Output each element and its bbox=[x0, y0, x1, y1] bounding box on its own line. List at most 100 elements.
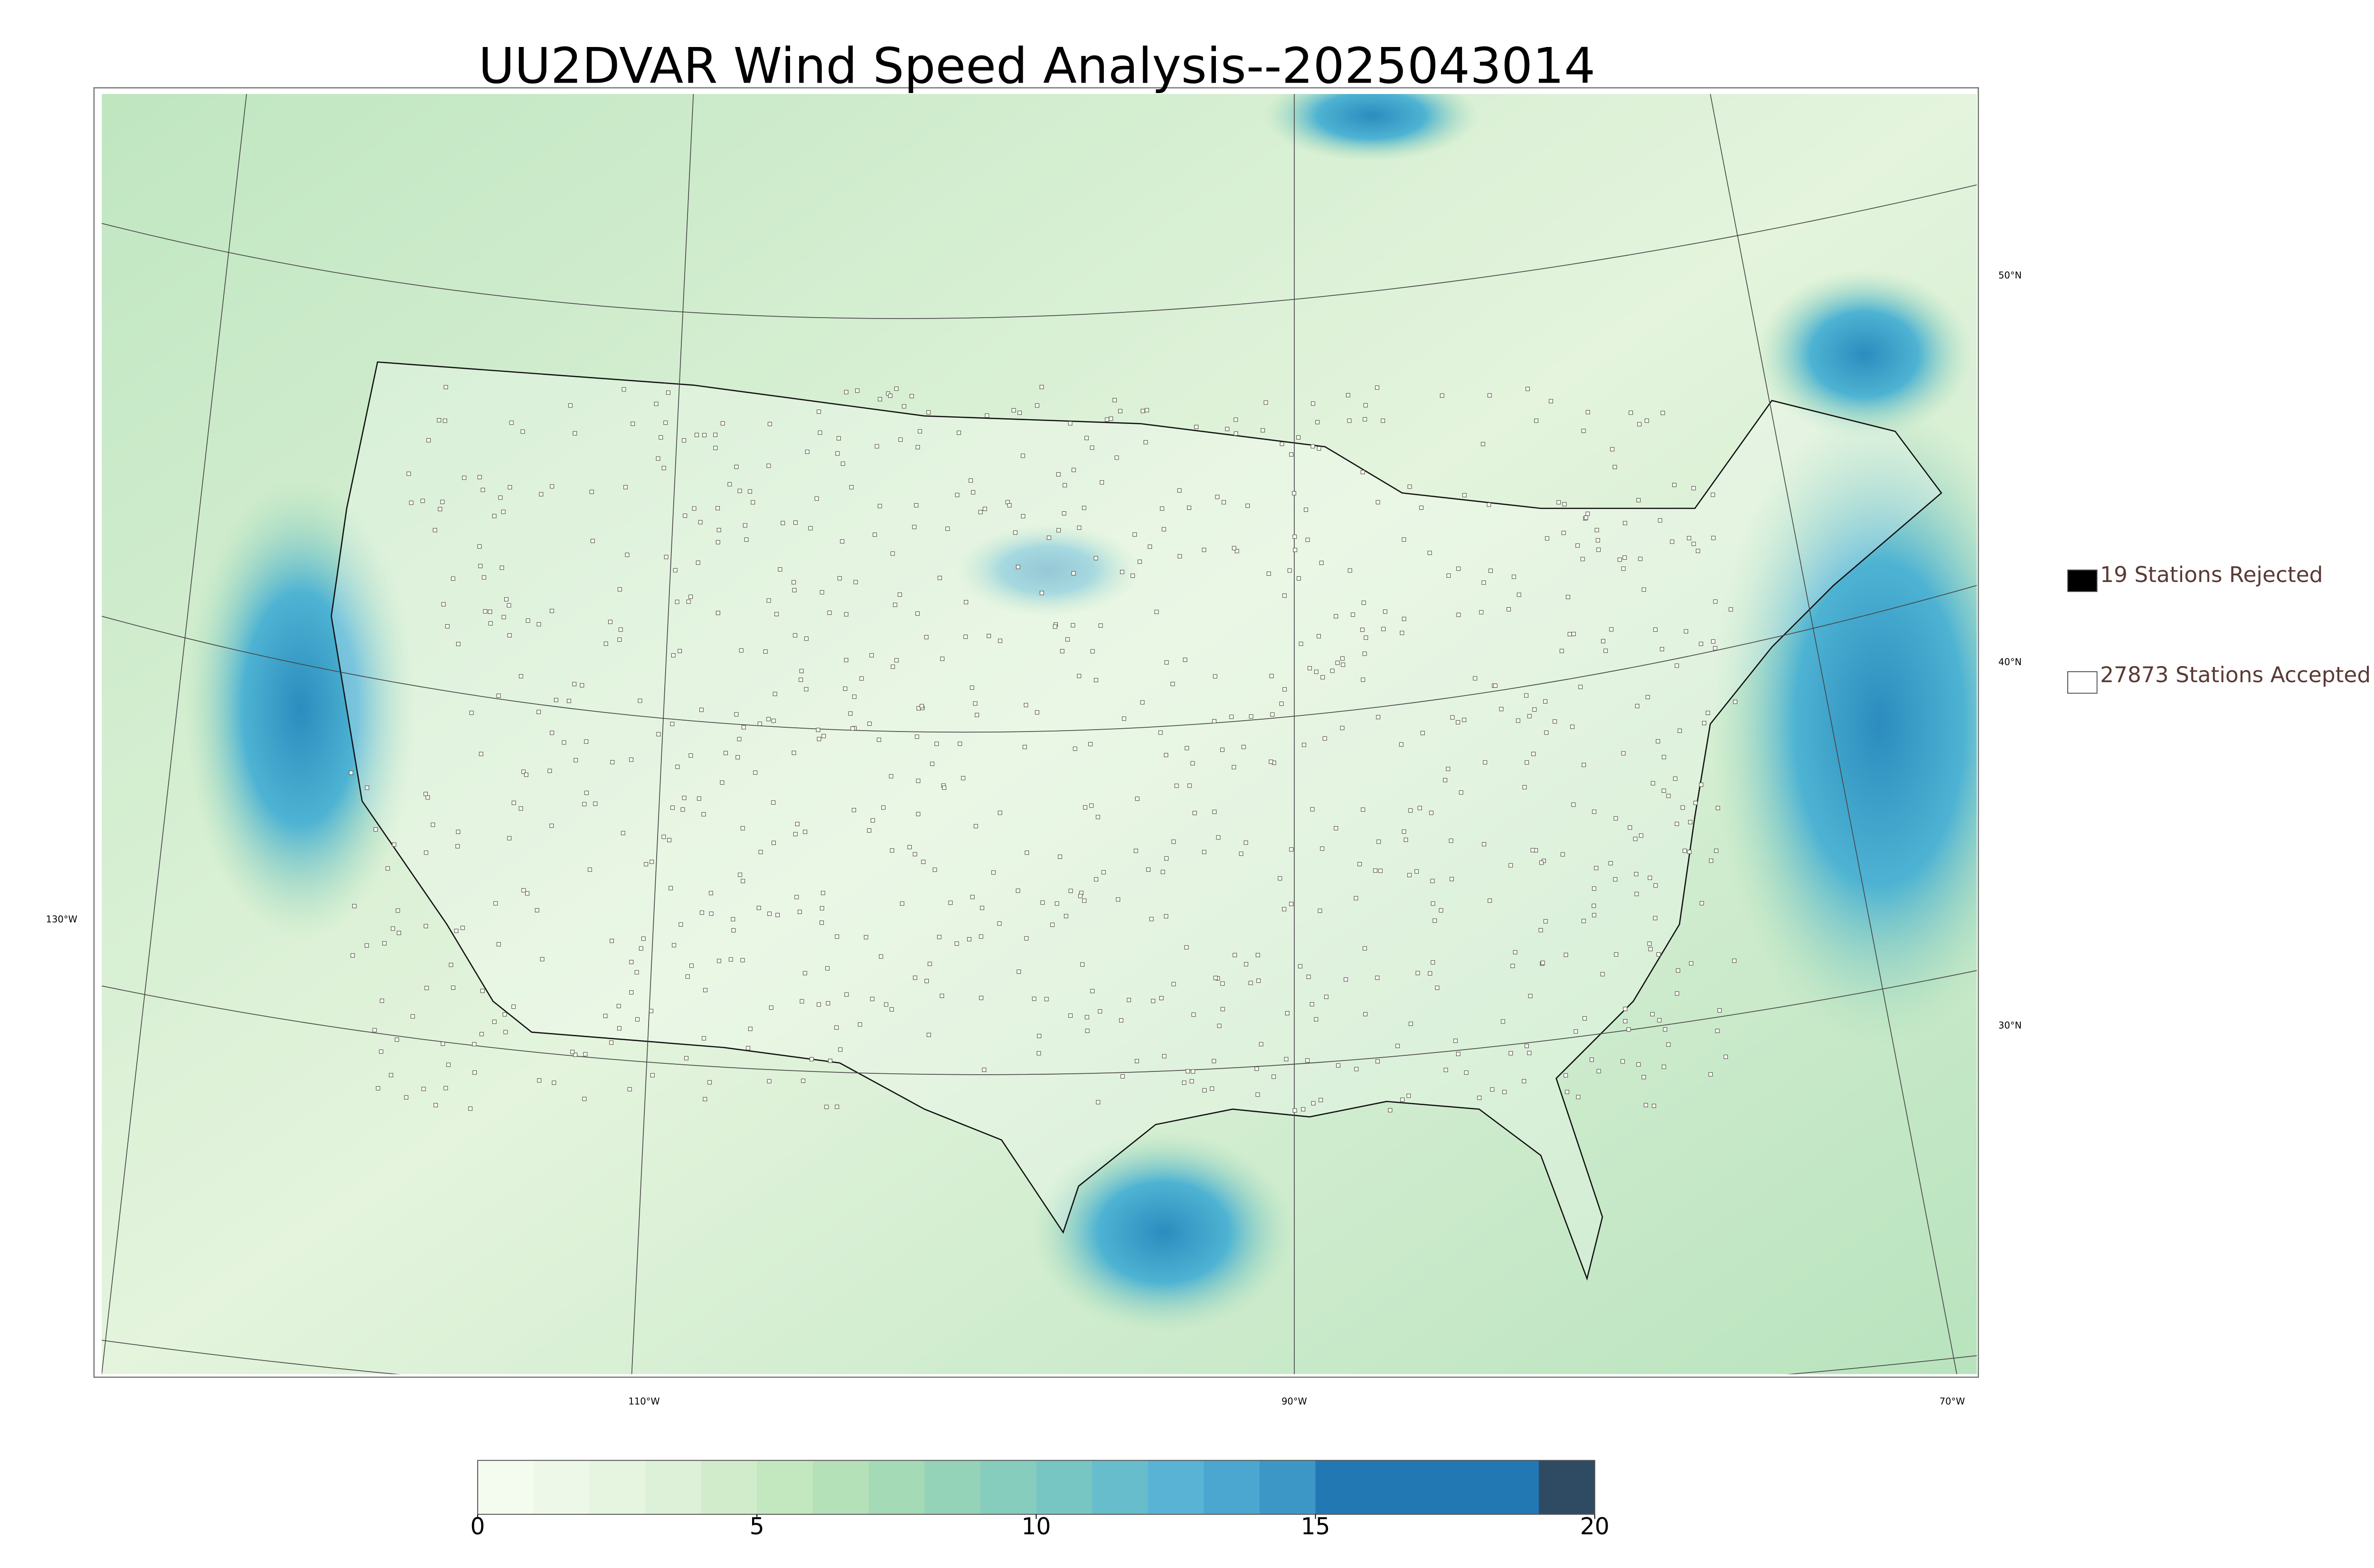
station-marker bbox=[954, 941, 959, 946]
station-marker bbox=[1248, 981, 1253, 986]
station-marker bbox=[1661, 789, 1666, 793]
station-marker bbox=[771, 718, 776, 723]
station-marker bbox=[799, 668, 804, 673]
station-marker bbox=[689, 963, 694, 968]
station-marker bbox=[1675, 822, 1679, 826]
station-marker bbox=[507, 603, 511, 608]
station-marker bbox=[424, 791, 428, 796]
station-marker bbox=[1212, 809, 1217, 814]
station-marker bbox=[1663, 1027, 1667, 1032]
station-marker bbox=[1561, 531, 1566, 535]
station-marker bbox=[587, 867, 592, 872]
station-marker bbox=[1603, 648, 1608, 653]
station-marker bbox=[431, 822, 435, 827]
station-marker bbox=[837, 436, 841, 441]
station-marker bbox=[1068, 421, 1073, 426]
station-marker bbox=[1121, 716, 1126, 721]
station-marker bbox=[1093, 678, 1098, 683]
station-marker bbox=[1490, 1087, 1495, 1092]
station-marker bbox=[902, 404, 906, 409]
station-marker bbox=[610, 760, 615, 764]
station-marker bbox=[480, 988, 485, 993]
station-marker bbox=[682, 796, 687, 800]
station-marker bbox=[889, 774, 894, 779]
station-marker bbox=[460, 926, 465, 930]
station-marker bbox=[1282, 687, 1287, 692]
legend-label: 19 Stations Rejected bbox=[2100, 562, 2323, 587]
station-marker bbox=[1699, 901, 1704, 906]
station-marker bbox=[857, 1022, 862, 1027]
station-marker bbox=[1062, 511, 1066, 516]
station-marker bbox=[1191, 1069, 1196, 1074]
station-marker bbox=[1459, 790, 1463, 795]
station-marker bbox=[1017, 411, 1022, 415]
station-marker bbox=[713, 432, 717, 437]
station-marker bbox=[438, 507, 443, 511]
station-marker bbox=[982, 507, 987, 511]
station-marker bbox=[774, 612, 779, 617]
station-marker bbox=[574, 758, 578, 762]
station-marker bbox=[1609, 627, 1614, 632]
station-marker bbox=[1160, 506, 1164, 511]
station-marker bbox=[1525, 1043, 1529, 1048]
station-marker bbox=[1610, 447, 1615, 451]
station-marker bbox=[1305, 537, 1310, 542]
station-marker bbox=[708, 891, 713, 895]
station-marker bbox=[876, 737, 881, 742]
station-marker bbox=[837, 576, 842, 581]
stations bbox=[349, 385, 1738, 1113]
station-marker bbox=[1297, 576, 1301, 581]
station-marker bbox=[737, 488, 742, 493]
station-marker bbox=[1232, 546, 1236, 551]
station-marker bbox=[1543, 699, 1548, 704]
colorbar-segment bbox=[1483, 1460, 1540, 1514]
station-marker bbox=[511, 1005, 516, 1009]
station-marker bbox=[1284, 1057, 1289, 1061]
station-marker bbox=[1585, 511, 1590, 516]
station-marker bbox=[1071, 468, 1076, 472]
station-marker bbox=[1185, 746, 1189, 751]
colorbar-segment bbox=[1427, 1460, 1484, 1514]
station-marker bbox=[1473, 676, 1478, 681]
station-marker bbox=[1481, 441, 1485, 446]
station-marker bbox=[518, 674, 523, 678]
station-marker bbox=[1510, 964, 1515, 968]
station-marker bbox=[1432, 918, 1437, 923]
station-marker bbox=[890, 848, 895, 853]
station-marker bbox=[1362, 946, 1367, 951]
station-marker bbox=[804, 687, 809, 692]
station-marker bbox=[683, 513, 688, 518]
station-marker bbox=[1184, 945, 1189, 950]
station-marker bbox=[818, 430, 822, 435]
station-marker bbox=[396, 930, 401, 935]
station-marker bbox=[1140, 409, 1145, 413]
station-marker bbox=[539, 492, 544, 497]
station-marker bbox=[425, 795, 430, 800]
station-marker bbox=[897, 592, 902, 597]
station-marker bbox=[1584, 515, 1588, 520]
station-marker bbox=[437, 418, 442, 423]
station-marker bbox=[518, 806, 523, 811]
station-marker bbox=[590, 539, 595, 543]
station-marker bbox=[479, 751, 483, 756]
station-marker bbox=[1120, 1074, 1125, 1079]
station-marker bbox=[352, 904, 357, 909]
station-marker bbox=[1621, 566, 1626, 571]
station-marker bbox=[879, 954, 884, 959]
station-marker bbox=[694, 432, 699, 437]
station-marker bbox=[894, 386, 899, 391]
station-marker bbox=[372, 1028, 377, 1033]
station-marker bbox=[1575, 543, 1580, 548]
station-marker bbox=[1058, 854, 1062, 859]
station-marker bbox=[804, 636, 809, 641]
station-marker bbox=[794, 895, 799, 900]
colorbar-segment bbox=[757, 1460, 813, 1514]
station-marker bbox=[979, 934, 983, 939]
station-marker bbox=[1376, 839, 1381, 844]
station-marker bbox=[1140, 700, 1145, 705]
station-marker bbox=[1317, 446, 1321, 451]
station-marker bbox=[433, 528, 437, 533]
station-marker bbox=[1728, 607, 1733, 612]
